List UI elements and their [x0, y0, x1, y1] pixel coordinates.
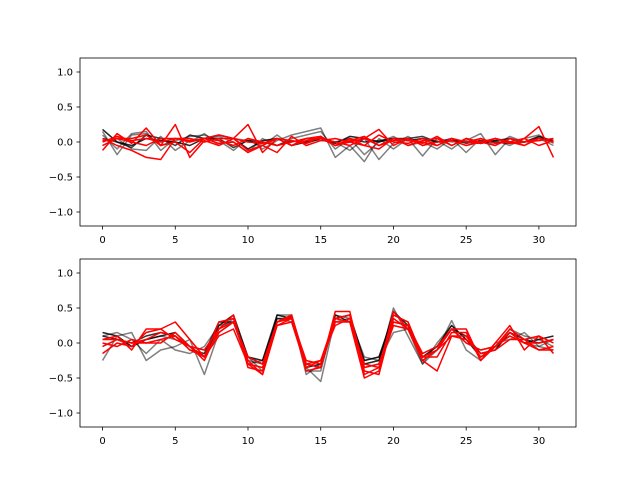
x-tick-label: 0 — [99, 235, 105, 246]
series-line-8 — [102, 314, 554, 369]
x-tick-label: 10 — [242, 235, 255, 246]
series-line-9 — [102, 317, 554, 369]
y-tick-label: −0.5 — [49, 173, 73, 184]
x-tick-label: 10 — [242, 436, 255, 447]
x-tick-label: 0 — [99, 436, 105, 447]
y-tick-label: 1.0 — [57, 68, 73, 79]
y-tick-label: 1.0 — [57, 269, 73, 280]
y-tick-label: 0.5 — [57, 103, 73, 114]
x-tick-label: 30 — [533, 436, 546, 447]
x-tick-label: 20 — [387, 436, 400, 447]
series-group — [101, 123, 555, 163]
x-tick-label: 15 — [314, 235, 327, 246]
y-tick-label: −0.5 — [49, 374, 73, 385]
x-tick-label: 25 — [460, 436, 473, 447]
x-tick-label: 15 — [314, 436, 327, 447]
top-subplot: 0 5 10 15 20 25 30 −1.0 −0.5 0.0 0.5 1.0 — [49, 57, 577, 246]
y-tick-label: 0.0 — [57, 339, 73, 350]
series-line-9 — [102, 135, 554, 154]
series-group — [101, 307, 555, 383]
x-tick-label: 5 — [172, 436, 178, 447]
x-tick-label: 20 — [387, 235, 400, 246]
y-tick-label: −1.0 — [49, 409, 73, 420]
y-tick-label: 0.0 — [57, 138, 73, 149]
x-tick-label: 25 — [460, 235, 473, 246]
x-tick-label: 5 — [172, 235, 178, 246]
y-tick-label: −1.0 — [49, 208, 73, 219]
y-tick-label: 0.5 — [57, 304, 73, 315]
bottom-subplot: 0 5 10 15 20 25 30 −1.0 −0.5 0.0 0.5 1.0 — [49, 258, 577, 447]
series-line-0 — [101, 307, 554, 383]
x-tick-label: 30 — [533, 235, 546, 246]
